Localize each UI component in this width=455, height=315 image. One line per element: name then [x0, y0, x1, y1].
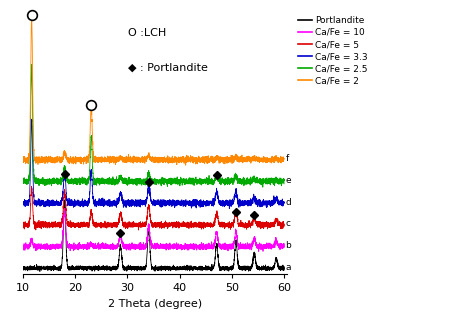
Text: c: c [286, 220, 291, 228]
Text: e: e [286, 176, 291, 185]
Text: d: d [286, 198, 291, 207]
Text: a: a [286, 263, 291, 272]
Text: O :LCH: O :LCH [128, 28, 167, 38]
Text: b: b [286, 241, 291, 250]
Text: ◆ : Portlandite: ◆ : Portlandite [128, 62, 208, 72]
Legend: Portlandite, Ca/Fe = 10, Ca/Fe = 5, Ca/Fe = 3.3, Ca/Fe = 2.5, Ca/Fe = 2: Portlandite, Ca/Fe = 10, Ca/Fe = 5, Ca/F… [297, 14, 370, 87]
X-axis label: 2 Theta (degree): 2 Theta (degree) [108, 299, 202, 309]
Text: f: f [286, 154, 289, 163]
